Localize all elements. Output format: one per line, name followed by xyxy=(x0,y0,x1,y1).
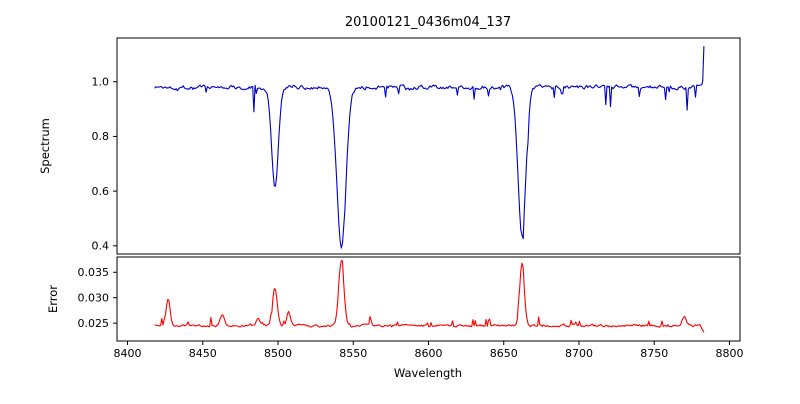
x-axis-label: Wavelength xyxy=(394,366,462,380)
x-tick-label: 8800 xyxy=(715,347,743,360)
chart-title: 20100121_0436m04_137 xyxy=(345,15,511,30)
spectrum-y-tick-label: 0.8 xyxy=(92,130,110,143)
error-y-tick-label: 0.025 xyxy=(78,317,110,330)
error-y-tick-label: 0.035 xyxy=(78,266,110,279)
error-y-tick-label: 0.030 xyxy=(78,292,110,305)
x-tick-label: 8550 xyxy=(339,347,367,360)
x-tick-label: 8650 xyxy=(490,347,518,360)
spectrum-y-tick-label: 0.4 xyxy=(92,240,110,253)
error-y-axis-label: Error xyxy=(46,285,60,313)
error-axes-border xyxy=(116,256,741,342)
x-tick-label: 8750 xyxy=(640,347,668,360)
x-tick-label: 8700 xyxy=(565,347,593,360)
spectrum-y-tick-label: 0.6 xyxy=(92,185,110,198)
tick-layer: 0.4 0.6 0.8 1.0 0.025 0.030 0.035 8400 8450 8500 8… xyxy=(78,76,744,360)
x-tick-label: 8450 xyxy=(189,347,217,360)
error-data-line xyxy=(154,260,705,333)
x-tick-label: 8500 xyxy=(264,347,292,360)
spectrum-y-tick-label: 1.0 xyxy=(92,76,110,89)
spectrum-axes-border xyxy=(116,37,741,255)
spectrum-data-line xyxy=(154,46,705,249)
x-tick-label: 8600 xyxy=(415,347,443,360)
x-tick-label: 8400 xyxy=(114,347,142,360)
spectrum-y-axis-label: Spectrum xyxy=(38,118,52,174)
